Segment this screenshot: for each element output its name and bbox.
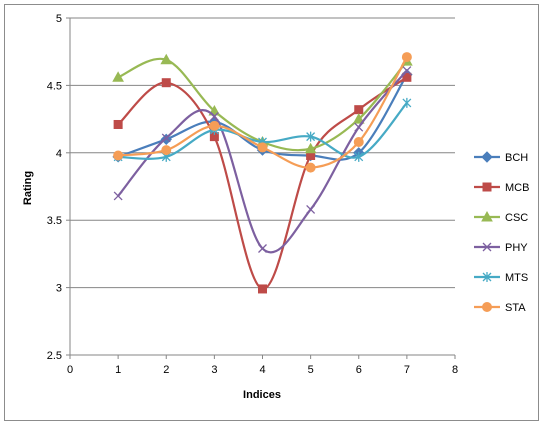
legend-item-bch: BCH xyxy=(474,151,528,164)
x-tick-label: 7 xyxy=(404,364,410,376)
y-axis-label: Rating xyxy=(22,171,34,205)
data-point-csc xyxy=(352,113,365,124)
x-tick-label: 0 xyxy=(67,364,73,376)
chart-frame xyxy=(4,4,539,421)
data-point-mts xyxy=(306,131,316,142)
data-point-mcb xyxy=(258,284,267,294)
x-tick-label: 6 xyxy=(356,364,362,376)
y-tick-label: 4 xyxy=(56,148,62,160)
data-point-sta xyxy=(209,120,220,131)
legend-marker-phy xyxy=(482,242,492,252)
legend-marker-bch xyxy=(481,151,493,163)
x-tick-label: 3 xyxy=(211,364,217,376)
series-line-mcb xyxy=(117,76,408,291)
x-tick-label: 8 xyxy=(452,364,458,376)
y-tick-label: 4.5 xyxy=(47,80,62,92)
series-line-phy xyxy=(117,69,408,254)
legend-label-mcb: MCB xyxy=(505,182,529,194)
legend-item-csc: CSC xyxy=(474,210,528,224)
axes: 2.5 3 3.5 4 4.5 5 0 1 2 3 4 5 6 7 8 xyxy=(47,13,458,376)
y-tick-label: 2.5 xyxy=(47,350,62,362)
series-sta xyxy=(113,52,412,173)
data-point-mcb xyxy=(113,119,123,129)
legend-item-mts: MTS xyxy=(474,272,528,284)
legend-label-csc: CSC xyxy=(505,212,528,224)
gridlines xyxy=(70,17,455,356)
data-point-sta xyxy=(257,142,268,153)
y-tick-label: 3 xyxy=(56,283,62,295)
legend-marker-sta xyxy=(482,302,492,312)
series-mcb xyxy=(113,72,412,294)
legend-label-phy: PHY xyxy=(505,242,528,254)
data-point-csc xyxy=(112,71,124,82)
legend-marker-mcb xyxy=(482,182,492,192)
data-point-sta xyxy=(401,52,412,63)
legend-label-bch: BCH xyxy=(505,152,528,164)
x-tick-label: 5 xyxy=(308,364,314,376)
x-tick-label: 2 xyxy=(163,364,169,376)
series-phy xyxy=(113,66,412,254)
data-point-phy xyxy=(354,122,364,132)
data-point-phy xyxy=(258,244,267,253)
x-axis-label: Indices xyxy=(243,389,281,401)
data-point-sta xyxy=(305,162,316,173)
data-point-mcb xyxy=(161,78,171,88)
data-point-sta xyxy=(161,145,172,156)
legend: BCH MCB CSC PHY MTS STA xyxy=(474,151,529,314)
data-point-mts xyxy=(402,97,412,108)
data-point-phy xyxy=(209,111,219,121)
legend-item-mcb: MCB xyxy=(474,182,529,194)
legend-label-mts: MTS xyxy=(505,272,528,284)
data-point-csc xyxy=(304,142,317,154)
x-tick-label: 1 xyxy=(115,364,121,376)
data-point-phy xyxy=(113,191,123,201)
x-tick-label: 4 xyxy=(259,364,265,376)
legend-item-sta: STA xyxy=(474,302,526,314)
data-point-mcb xyxy=(402,72,412,82)
data-point-phy xyxy=(306,204,316,214)
legend-item-phy: PHY xyxy=(474,242,528,254)
data-point-phy xyxy=(161,133,171,143)
data-point-csc xyxy=(160,53,173,65)
legend-marker-mts xyxy=(482,272,492,282)
data-point-sta xyxy=(113,150,124,161)
y-tick-label: 5 xyxy=(56,13,62,25)
legend-label-sta: STA xyxy=(505,302,526,314)
legend-marker-csc xyxy=(481,210,493,222)
data-point-sta xyxy=(353,137,364,148)
y-tick-label: 3.5 xyxy=(47,215,62,227)
data-point-mcb xyxy=(354,105,364,115)
data-point-mts xyxy=(354,151,364,162)
series-layer xyxy=(112,52,413,294)
data-point-phy xyxy=(402,66,412,76)
